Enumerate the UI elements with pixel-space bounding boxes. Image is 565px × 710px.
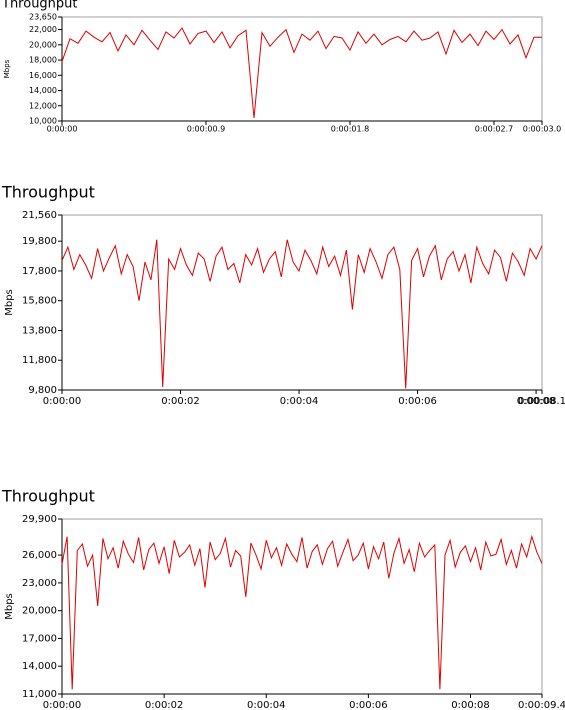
y-tick-label: 14,000 [29, 86, 57, 95]
x-tick-label: 0:00:08 [517, 396, 556, 407]
x-tick-label: 0:00:00.9 [187, 125, 225, 134]
y-tick-label: 26,000 [22, 550, 57, 561]
chart-title: Throughput [1, 0, 78, 12]
y-tick-label: 17,000 [22, 633, 57, 644]
data-line [61, 27, 542, 119]
y-tick-label: 23,000 [22, 578, 57, 589]
plot-frame [61, 214, 543, 391]
data-line [61, 239, 543, 389]
x-tick-label: 0:00:08.1 [518, 396, 565, 407]
chart-title: Throughput [1, 487, 95, 506]
y-tick-label: 21,560 [22, 210, 57, 221]
y-tick-label: 10,000 [29, 117, 57, 126]
plot-frame [61, 16, 543, 122]
y-tick-label: 16,000 [29, 71, 57, 80]
y-tick-label: 22,000 [29, 25, 57, 34]
y-tick-label: 18,000 [29, 56, 57, 65]
x-tick-label: 0:00:09.4 [518, 700, 565, 710]
x-tick-label: 0:00:04 [247, 700, 286, 710]
y-tick-label: 11,000 [22, 689, 57, 700]
y-tick-label: 17,800 [22, 266, 57, 277]
y-tick-label: 23,650 [29, 13, 57, 22]
y-tick-label: 19,800 [22, 236, 57, 247]
x-tick-label: 0:00:00 [43, 700, 82, 710]
chart-title: Throughput [1, 183, 95, 202]
x-tick-label: 0:00:06 [349, 700, 388, 710]
y-tick-label: 20,000 [22, 606, 57, 617]
x-tick-label: 0:00:06 [398, 396, 437, 407]
y-tick-label: 15,800 [22, 296, 57, 307]
y-tick-label: 29,900 [22, 514, 57, 525]
x-tick-label: 0:00:04 [280, 396, 319, 407]
y-tick-label: 12,000 [29, 101, 57, 110]
y-axis-label: Mbps [4, 593, 15, 620]
x-tick-label: 0:00:02 [145, 700, 184, 710]
y-tick-label: 14,000 [22, 661, 57, 672]
x-tick-label: 0:00:01.8 [331, 125, 369, 134]
x-tick-label: 0:00:02 [161, 396, 200, 407]
x-tick-label: 0:00:00 [47, 125, 78, 134]
plot-frame [61, 518, 543, 695]
x-tick-label: 0:00:08 [451, 700, 490, 710]
x-tick-label: 0:00:02.7 [475, 125, 513, 134]
y-tick-label: 11,800 [22, 355, 57, 366]
y-axis-label: Mbps [3, 59, 11, 78]
y-tick-label: 9,800 [28, 385, 57, 396]
y-tick-label: 13,800 [22, 325, 57, 336]
x-tick-label: 0:00:00 [43, 396, 82, 407]
data-line [61, 534, 543, 690]
x-tick-label: 0:00:03.0 [523, 125, 561, 134]
y-axis-label: Mbps [4, 289, 15, 316]
y-tick-label: 20,000 [29, 40, 57, 49]
